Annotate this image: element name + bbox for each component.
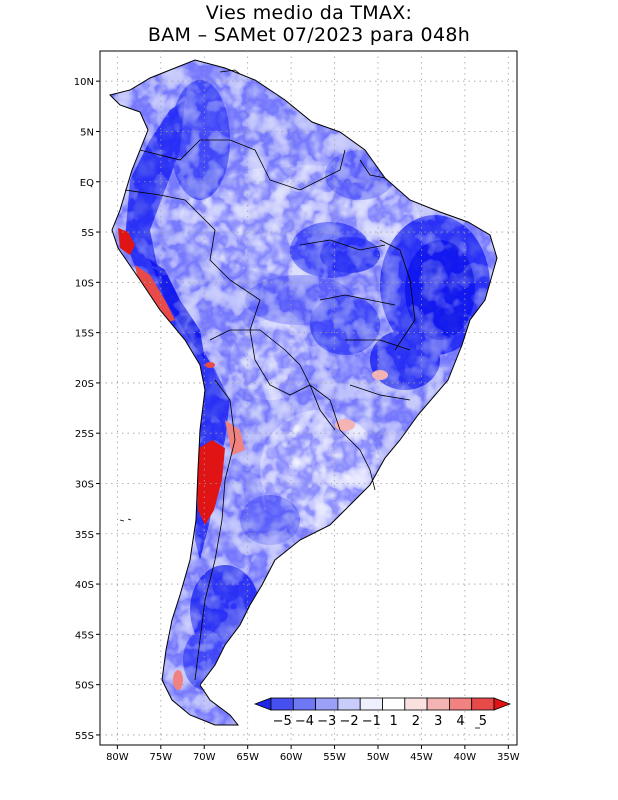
brazil-states-3 [319, 294, 396, 306]
lat-label: 50S [75, 681, 94, 692]
colorbar-label: −5 [273, 714, 292, 729]
colorbar-label: 5 [479, 714, 487, 729]
brazil-states-4 [345, 339, 411, 351]
colorbar-label: −2 [339, 714, 358, 729]
colorbar-label: 2 [412, 714, 420, 729]
colorbar: −5 −4 −3 −2 −1 1 2 3 4 5 [253, 697, 512, 729]
colorbar-cell [292, 697, 316, 711]
warm-peru-coast-2 [135, 265, 175, 322]
warm-peru-coast [118, 228, 135, 255]
colorbar-cell [426, 697, 450, 711]
lat-label: 55S [75, 731, 94, 742]
colorbar-label: −3 [317, 714, 336, 729]
colorbar-cell [270, 697, 294, 711]
longitude-labels: 80W 75W 70W 65W 60W 55W 50W 45W 40W 35W [106, 745, 520, 763]
lon-label: 60W [280, 752, 303, 763]
brazil-states-5 [349, 384, 411, 401]
warm-chile-central [196, 440, 225, 525]
colorbar-cell [471, 697, 495, 711]
brazil-states-2 [299, 239, 386, 251]
border-ecuador [124, 189, 201, 216]
lat-label: 5S [81, 228, 94, 239]
colorbar-cell [382, 697, 406, 711]
lon-label: 55W [323, 752, 346, 763]
lat-label: 5N [80, 127, 94, 138]
title-line-2: BAM – SAMet 07/2023 para 048h [147, 24, 471, 46]
border-guianas [269, 149, 346, 191]
border-paraguay [254, 359, 341, 431]
border-uruguay [339, 429, 376, 491]
lat-label: EQ [80, 178, 94, 189]
warm-south-chile [173, 670, 183, 690]
lat-label: 45S [75, 630, 94, 641]
title-line-1: Vies medio da TMAX: [205, 2, 413, 24]
warm-atacama [205, 362, 215, 368]
country-borders [124, 139, 416, 681]
colorbar-cell [448, 697, 473, 711]
lat-label: 20S [75, 379, 94, 390]
lon-label: 65W [236, 752, 259, 763]
lat-label: 10N [74, 77, 94, 88]
brazil-states-1 [379, 239, 416, 351]
colorbar-label: 1 [390, 714, 398, 729]
lat-label: 35S [75, 530, 94, 541]
warm-sp [335, 419, 355, 431]
colorbar-cell [404, 697, 428, 711]
lat-label: 40S [75, 580, 94, 591]
colorbar-cell [315, 697, 339, 711]
lon-label: 35W [497, 752, 520, 763]
island-juan-fernandez-2 [127, 518, 132, 521]
latitude-labels: 10N 5N EQ 5S 10S 15S 20S 25S 30S 35S 40S 45S 50S 55S [74, 77, 100, 742]
colorbar-cell [359, 697, 383, 711]
lon-label: 40W [454, 752, 477, 763]
colorbar-label: −1 [362, 714, 381, 729]
island-juan-fernandez [119, 519, 125, 522]
colorbar-label: 4 [456, 714, 464, 729]
lat-label: 30S [75, 479, 94, 490]
border-colombia-venezuela [139, 139, 271, 181]
lat-label: 15S [75, 329, 94, 340]
lat-label: 10S [75, 278, 94, 289]
graticule [100, 51, 517, 745]
warm-mg [372, 370, 388, 380]
coastline [109, 59, 498, 726]
colorbar-arrow-right [493, 697, 512, 711]
border-chile-argentina [194, 379, 236, 681]
islands [119, 69, 480, 729]
colorbar-cell [337, 697, 361, 711]
border-brazil-arg [309, 384, 336, 431]
colorbar-label: −4 [295, 714, 314, 729]
lat-label: 25S [75, 429, 94, 440]
lon-label: 80W [106, 752, 129, 763]
lon-label: 45W [410, 752, 433, 763]
map-title: Vies medio da TMAX: BAM – SAMet 07/2023 … [0, 2, 618, 46]
lon-label: 50W [367, 752, 390, 763]
lon-label: 70W [193, 752, 216, 763]
island-caribbean [219, 69, 241, 75]
border-bolivia [209, 329, 311, 386]
colorbar-label: 3 [434, 714, 442, 729]
lon-label: 75W [150, 752, 173, 763]
border-french-guiana [359, 159, 386, 179]
